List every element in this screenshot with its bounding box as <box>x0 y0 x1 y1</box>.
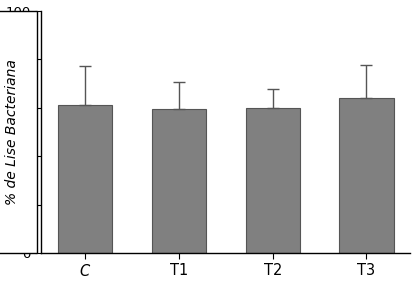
Bar <box>152 109 206 253</box>
Bar <box>245 107 300 253</box>
Text: % de Lise Bacteriana: % de Lise Bacteriana <box>5 59 19 205</box>
Bar <box>58 105 112 253</box>
Bar <box>339 98 394 253</box>
